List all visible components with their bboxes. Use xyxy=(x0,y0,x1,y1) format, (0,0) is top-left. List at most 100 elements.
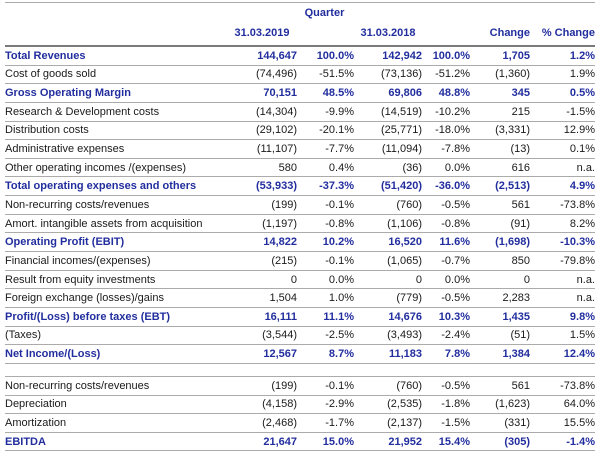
cell-p2018: 7.8% xyxy=(422,344,470,364)
row-label: Gross Operating Margin xyxy=(5,83,227,103)
column-header-row: 31.03.2019 31.03.2018 Change % Change xyxy=(5,22,595,47)
cell-p2018: -0.8% xyxy=(422,214,470,234)
cell-p2018: 11.6% xyxy=(422,232,470,253)
header-spacer xyxy=(422,22,470,47)
cell-pct_change: -73.8% xyxy=(530,195,595,215)
cell-v2018: 142,942 xyxy=(354,46,422,66)
column-header-pct-change: % Change xyxy=(530,22,595,47)
cell-pct_change: -1.5% xyxy=(530,102,595,122)
cell-p2019: 11.1% xyxy=(297,307,354,327)
cell-pct_change: -73.8% xyxy=(530,376,595,396)
header-spacer xyxy=(297,22,354,47)
cell-v2019: 12,567 xyxy=(227,344,297,364)
cell-v2019: (11,107) xyxy=(227,139,297,159)
cell-p2018: -0.5% xyxy=(422,376,470,396)
cell-change: 0 xyxy=(470,270,530,290)
cell-v2018: (51,420) xyxy=(354,176,422,197)
cell-change: (51) xyxy=(470,326,530,346)
row-label: Amort. intangible assets from acquisitio… xyxy=(5,214,227,234)
table-row: Total Revenues 144,647 100.0% 142,942 100.0%… xyxy=(5,46,595,66)
cell-v2018: (2,535) xyxy=(354,395,422,415)
profit-and-loss-rows: Total Revenues 144,647 100.0% 142,942 100.0%… xyxy=(5,46,595,364)
cell-change: 345 xyxy=(470,83,530,103)
cell-p2019: -1.7% xyxy=(297,413,354,433)
cell-pct_change: 1.5% xyxy=(530,326,595,346)
cell-change: (2,513) xyxy=(470,176,530,197)
cell-pct_change: 12.4% xyxy=(530,344,595,364)
cell-p2019: -51.5% xyxy=(297,65,354,85)
section-gap xyxy=(5,364,595,376)
cell-v2018: (25,771) xyxy=(354,121,422,141)
table-row: Foreign exchange (losses)/gains 1,504 1.0%… xyxy=(5,288,595,308)
table-row: EBITDA 21,647 15.0% 21,952 15.4% (305) -1.4% xyxy=(5,432,595,451)
row-label: Cost of goods sold xyxy=(5,65,227,85)
cell-p2019: -2.9% xyxy=(297,395,354,415)
row-label: Financial incomes/(expenses) xyxy=(5,251,227,271)
table-row: Non-recurring costs/revenues (199) -0.1% (7… xyxy=(5,195,595,215)
row-label: EBITDA xyxy=(5,432,227,451)
cell-pct_change: 9.8% xyxy=(530,307,595,327)
cell-p2018: -51.2% xyxy=(422,65,470,85)
header-spacer xyxy=(422,2,470,22)
cell-p2019: 48.5% xyxy=(297,83,354,103)
cell-v2019: (29,102) xyxy=(227,121,297,141)
table-row: (Taxes) (3,544) -2.5% (3,493) -2.4% (51) 1.5% xyxy=(5,326,595,346)
header-spacer xyxy=(5,22,227,47)
cell-change: 2,283 xyxy=(470,288,530,308)
cell-pct_change: 12.9% xyxy=(530,121,595,141)
cell-v2018: (36) xyxy=(354,158,422,178)
cell-v2019: (4,158) xyxy=(227,395,297,415)
cell-p2019: 0.4% xyxy=(297,158,354,178)
cell-p2018: -0.5% xyxy=(422,195,470,215)
cell-v2019: 1,504 xyxy=(227,288,297,308)
cell-change: (331) xyxy=(470,413,530,433)
table-row: Non-recurring costs/revenues (199) -0.1% (7… xyxy=(5,376,595,396)
row-label: Other operating incomes /(expenses) xyxy=(5,158,227,178)
cell-v2019: 14,822 xyxy=(227,232,297,253)
profit-and-loss-table: Quarter 31.03.2019 31.03.2018 Change % C… xyxy=(5,2,595,364)
cell-v2018: (1,106) xyxy=(354,214,422,234)
cell-change: 215 xyxy=(470,102,530,122)
cell-v2018: 21,952 xyxy=(354,432,422,451)
column-header-date-2019: 31.03.2019 xyxy=(227,22,297,47)
cell-pct_change: n.a. xyxy=(530,158,595,178)
cell-v2018: 69,806 xyxy=(354,83,422,103)
cell-p2018: 0.0% xyxy=(422,158,470,178)
cell-p2019: -37.3% xyxy=(297,176,354,197)
column-header-date-2018: 31.03.2018 xyxy=(354,22,422,47)
table-row: Operating Profit (EBIT) 14,822 10.2% 16,520… xyxy=(5,232,595,253)
cell-v2018: (73,136) xyxy=(354,65,422,85)
cell-p2018: -0.5% xyxy=(422,288,470,308)
cell-p2018: -2.4% xyxy=(422,326,470,346)
cell-pct_change: 64.0% xyxy=(530,395,595,415)
cell-change: 1,705 xyxy=(470,46,530,66)
row-label: Depreciation xyxy=(5,395,227,415)
row-label: Result from equity investments xyxy=(5,270,227,290)
row-label: Distribution costs xyxy=(5,121,227,141)
cell-v2018: (2,137) xyxy=(354,413,422,433)
table-row: Profit/(Loss) before taxes (EBT) 16,111 11… xyxy=(5,307,595,327)
cell-v2019: 16,111 xyxy=(227,307,297,327)
table-row: Result from equity investments 0 0.0% 0 0.0%… xyxy=(5,270,595,290)
cell-pct_change: 0.1% xyxy=(530,139,595,159)
table-row: Distribution costs (29,102) -20.1% (25,771)… xyxy=(5,121,595,141)
cell-change: 561 xyxy=(470,195,530,215)
cell-pct_change: -79.8% xyxy=(530,251,595,271)
cell-change: (91) xyxy=(470,214,530,234)
table-row: Administrative expenses (11,107) -7.7% (11,… xyxy=(5,139,595,159)
cell-v2019: 144,647 xyxy=(227,46,297,66)
cell-change: 616 xyxy=(470,158,530,178)
table-row: Gross Operating Margin 70,151 48.5% 69,806 4… xyxy=(5,83,595,103)
cell-v2018: 14,676 xyxy=(354,307,422,327)
ebitda-reconciliation-table: Non-recurring costs/revenues (199) -0.1% (7… xyxy=(5,375,595,451)
header-spacer xyxy=(530,2,595,22)
cell-v2019: (53,933) xyxy=(227,176,297,197)
cell-p2018: -18.0% xyxy=(422,121,470,141)
ebitda-reconciliation-rows: Non-recurring costs/revenues (199) -0.1% (7… xyxy=(5,376,595,451)
table-row: Financial incomes/(expenses) (215) -0.1% (1… xyxy=(5,251,595,271)
table-header: Quarter 31.03.2019 31.03.2018 Change % C… xyxy=(5,2,595,47)
cell-change: 850 xyxy=(470,251,530,271)
cell-p2018: 15.4% xyxy=(422,432,470,451)
row-label: Research & Development costs xyxy=(5,102,227,122)
cell-v2018: (11,094) xyxy=(354,139,422,159)
